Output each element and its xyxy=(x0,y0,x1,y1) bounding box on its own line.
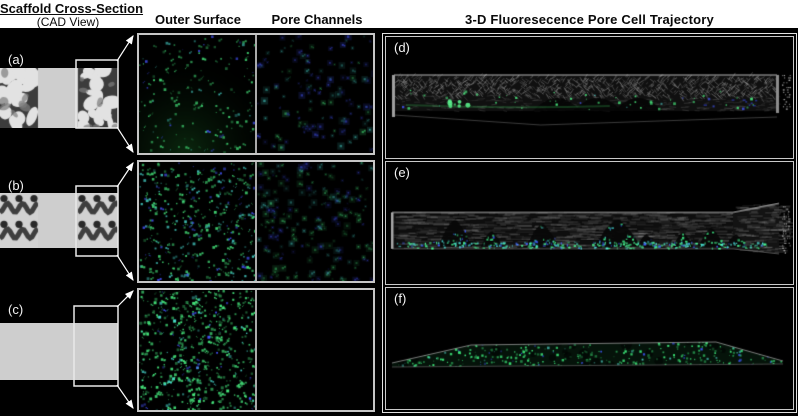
column-header-pore-channels: Pore Channels xyxy=(271,12,363,27)
cad-view-a xyxy=(0,68,118,128)
fluorescence-image-b-pore xyxy=(257,162,373,281)
row-label-c: (c) xyxy=(8,302,24,317)
trajectory-canvas-f xyxy=(386,287,793,409)
panel-3d-e: (e) xyxy=(385,161,794,285)
fluorescence-image-a-outer xyxy=(139,35,257,153)
cad-view-subtitle: (CAD View) xyxy=(36,15,100,29)
column-header-outer-surface: Outer Surface xyxy=(155,12,241,27)
trajectory-canvas-d xyxy=(386,37,793,159)
fluorescence-row-b xyxy=(137,160,375,283)
row-label-a: (a) xyxy=(8,52,24,67)
panel-label-d: (d) xyxy=(394,40,410,55)
fluorescence-row-a xyxy=(137,33,375,155)
fluorescence-image-c-outer xyxy=(139,290,257,410)
fluorescence-image-b-outer xyxy=(139,162,257,281)
column-header-3d-trajectory: 3-D Fluoresecence Pore Cell Trajectory xyxy=(465,12,714,27)
panel-3d-f: (f) xyxy=(385,286,794,410)
row-label-b: (b) xyxy=(8,178,24,193)
trajectory-canvas-e xyxy=(386,162,793,284)
scaffold-cross-section-title: Scaffold Cross-Section xyxy=(0,1,144,16)
cad-view-c xyxy=(0,323,118,380)
cad-view-b xyxy=(0,193,118,248)
fluorescence-row-c xyxy=(137,288,375,412)
panel-label-f: (f) xyxy=(394,290,407,306)
fluorescence-image-a-pore xyxy=(257,35,373,153)
panel-label-e: (e) xyxy=(394,165,410,181)
trajectory-column: (d) (e) (f) xyxy=(382,33,797,413)
fluorescence-image-c-pore xyxy=(257,290,373,410)
panel-3d-d: (d) xyxy=(385,36,794,160)
